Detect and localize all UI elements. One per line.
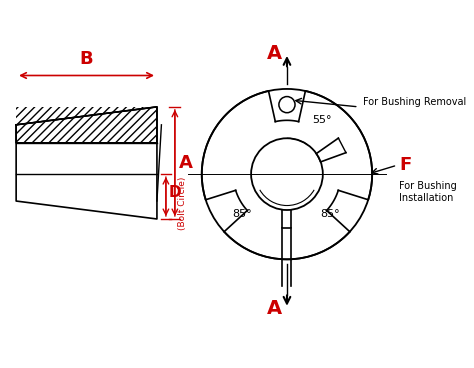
Text: A: A [179, 154, 193, 172]
Text: For Bushing Removal: For Bushing Removal [363, 98, 466, 107]
Text: 85°: 85° [320, 209, 340, 219]
Text: 55°: 55° [312, 115, 332, 125]
Text: D: D [169, 185, 181, 199]
Text: 85°: 85° [232, 209, 252, 219]
Text: F: F [399, 156, 411, 174]
Text: For Bushing
Installation: For Bushing Installation [399, 181, 457, 203]
Text: (Bolt Circle): (Bolt Circle) [178, 177, 187, 230]
Text: A: A [267, 43, 282, 63]
Text: B: B [80, 50, 93, 68]
Bar [16, 107, 157, 143]
Text: A: A [267, 299, 282, 318]
